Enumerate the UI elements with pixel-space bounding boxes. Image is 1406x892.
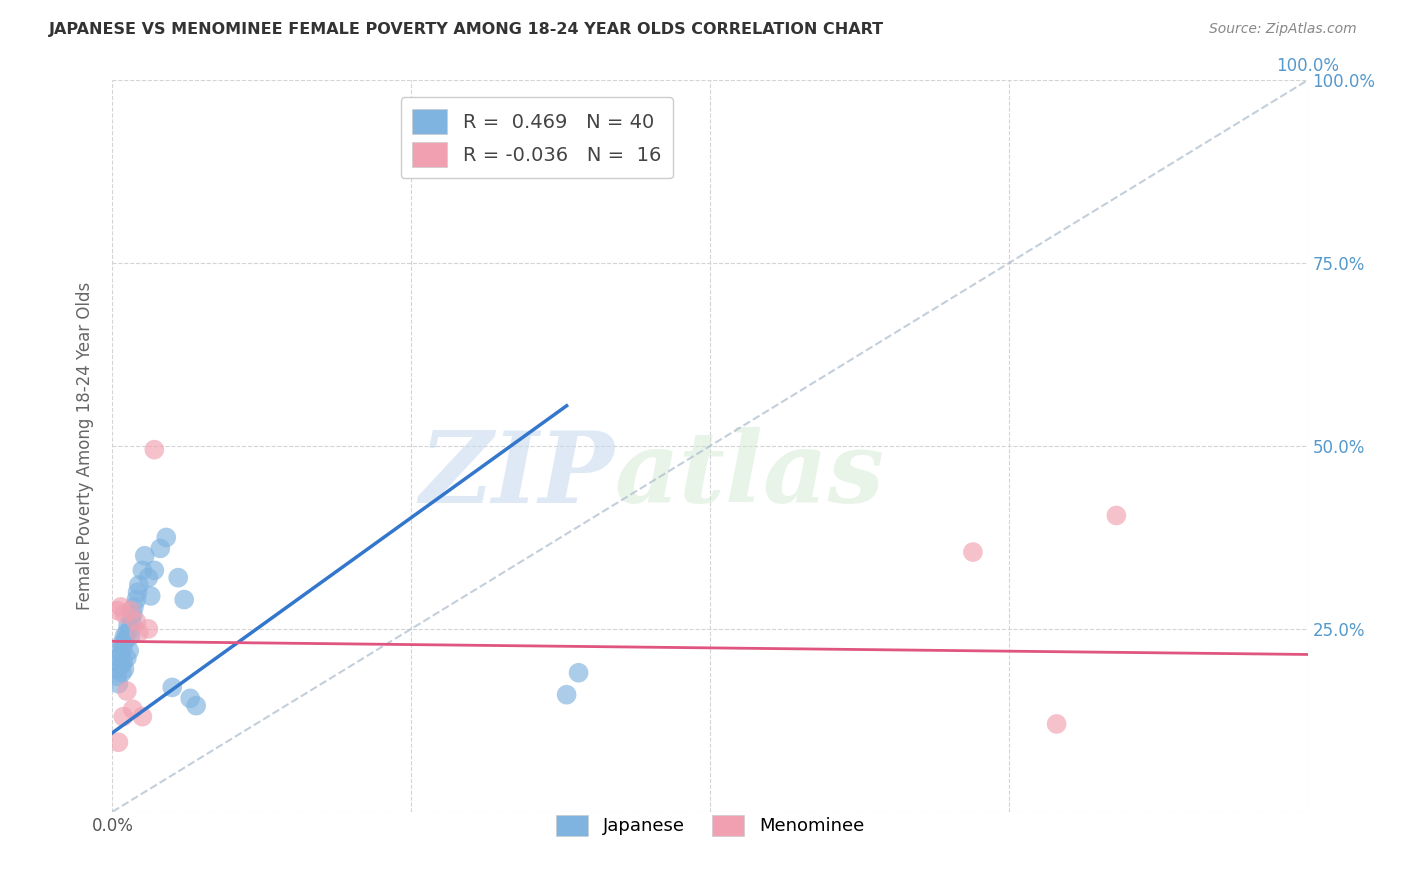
Point [125, 615, 148, 629]
Point [962, 545, 984, 559]
Point [110, 658, 132, 673]
Point [105, 669, 128, 683]
Y-axis label: Female Poverty Among 18-24 Year Olds: Female Poverty Among 18-24 Year Olds [76, 282, 94, 610]
Legend: Japanese, Menominee: Japanese, Menominee [548, 807, 872, 843]
Point [107, 676, 129, 690]
Point [173, 592, 195, 607]
Point [568, 665, 591, 680]
Text: ZIP: ZIP [419, 427, 614, 524]
Point [125, 592, 148, 607]
Point [143, 563, 166, 577]
Point [122, 599, 145, 614]
Point [111, 665, 134, 680]
Point [131, 563, 153, 577]
Point [1046, 717, 1069, 731]
Point [114, 662, 135, 676]
Point [115, 651, 138, 665]
Point [143, 442, 166, 457]
Point [121, 607, 143, 622]
Point [128, 625, 150, 640]
Point [162, 681, 183, 695]
Point [112, 655, 135, 669]
Point [120, 622, 142, 636]
Text: JAPANESE VS MENOMINEE FEMALE POVERTY AMONG 18-24 YEAR OLDS CORRELATION CHART: JAPANESE VS MENOMINEE FEMALE POVERTY AMO… [49, 22, 884, 37]
Point [112, 709, 135, 723]
Point [117, 618, 139, 632]
Point [186, 698, 208, 713]
Point [1105, 508, 1128, 523]
Point [108, 644, 131, 658]
Point [107, 735, 129, 749]
Point [134, 549, 156, 563]
Point [105, 603, 128, 617]
Point [121, 702, 143, 716]
Point [112, 640, 135, 655]
Point [138, 571, 160, 585]
Point [179, 691, 201, 706]
Point [127, 585, 149, 599]
Point [120, 603, 142, 617]
Point [121, 615, 143, 629]
Point [155, 530, 177, 544]
Point [114, 629, 135, 643]
Point [139, 589, 162, 603]
Point [128, 578, 150, 592]
Point [114, 632, 136, 647]
Point [110, 599, 132, 614]
Point [149, 541, 172, 556]
Point [105, 662, 128, 676]
Point [110, 648, 132, 662]
Point [120, 629, 142, 643]
Point [115, 684, 138, 698]
Point [555, 688, 578, 702]
Point [114, 607, 135, 622]
Point [118, 644, 141, 658]
Point [131, 709, 153, 723]
Point [167, 571, 190, 585]
Text: Source: ZipAtlas.com: Source: ZipAtlas.com [1209, 22, 1357, 37]
Point [138, 622, 160, 636]
Point [107, 651, 129, 665]
Point [115, 625, 138, 640]
Point [111, 636, 134, 650]
Text: atlas: atlas [614, 427, 884, 524]
